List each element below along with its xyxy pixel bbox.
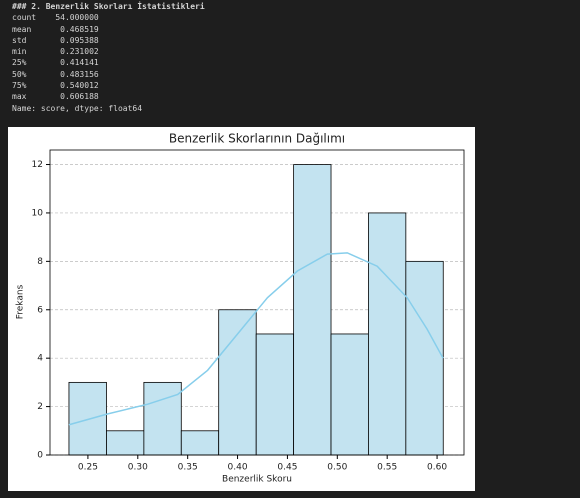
x-tick-label: 0.50	[327, 463, 347, 473]
y-tick-label: 12	[32, 160, 43, 170]
y-tick-label: 6	[37, 305, 43, 315]
x-tick-label: 0.60	[427, 463, 447, 473]
chart: Benzerlik Skorlarının Dağılımı Benzerlik…	[8, 127, 475, 491]
bar	[368, 212, 407, 456]
chart-title: Benzerlik Skorlarının Dağılımı	[169, 132, 345, 146]
x-tick-label: 0.45	[277, 463, 297, 473]
y-tick-label: 2	[37, 402, 43, 412]
bar	[68, 381, 107, 456]
kde-line	[68, 252, 444, 426]
output-line: 75% 0.540012	[12, 81, 99, 91]
bar	[143, 381, 182, 456]
bar	[218, 309, 257, 456]
x-tick-label: 0.25	[78, 463, 98, 473]
y-tick-label: 10	[32, 208, 44, 218]
x-tick-label: 0.30	[128, 463, 148, 473]
cell-output: ### 2. Benzerlik Skorları İstatistikleri…	[12, 1, 205, 114]
output-line: ### 2. Benzerlik Skorları İstatistikleri	[12, 2, 205, 11]
y-tick-label: 4	[37, 354, 43, 364]
output-line: count 54.000000	[12, 13, 99, 23]
bar	[106, 430, 145, 456]
bar	[255, 333, 295, 456]
y-axis-label: Frekans	[16, 284, 26, 319]
output-line: Name: score, dtype: float64	[12, 103, 143, 113]
x-tick-label: 0.35	[178, 463, 198, 473]
x-tick-label: 0.40	[228, 463, 248, 473]
output-line: std 0.095388	[12, 35, 99, 45]
output-line: 50% 0.483156	[12, 69, 99, 79]
bar	[180, 430, 220, 456]
plot-frame	[49, 149, 465, 456]
output-line: 25% 0.414141	[12, 58, 99, 68]
bar	[330, 333, 369, 456]
y-tick-label: 0	[37, 451, 43, 461]
bar	[293, 164, 332, 456]
y-tick-label: 8	[37, 257, 43, 267]
output-line: min 0.231002	[12, 47, 99, 57]
output-line: mean 0.468519	[12, 24, 99, 34]
bar	[405, 260, 444, 456]
output-line: max 0.606188	[12, 92, 99, 102]
x-axis-label: Benzerlik Skoru	[222, 475, 292, 485]
x-tick-label: 0.55	[377, 463, 397, 473]
